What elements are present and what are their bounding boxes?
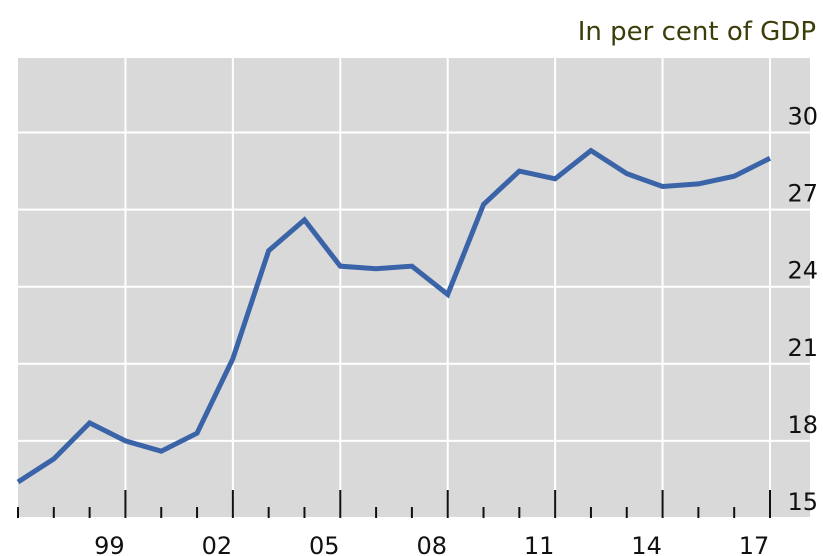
x-tick-label: 17 (739, 532, 770, 556)
y-tick-label: 30 (787, 103, 818, 131)
x-tick-label: 02 (202, 532, 233, 556)
y-tick-label: 15 (787, 488, 818, 516)
y-tick-label: 27 (787, 180, 818, 208)
y-tick-label: 24 (787, 257, 818, 285)
x-tick-label: 08 (416, 532, 447, 556)
x-tick-label: 99 (94, 532, 125, 556)
y-tick-label: 21 (787, 334, 818, 362)
data-line (16, 147, 772, 485)
y-tick-label: 18 (787, 411, 818, 439)
x-tick-label: 14 (631, 532, 662, 556)
chart-title: In per cent of GDP (578, 17, 816, 47)
x-tick-label: 05 (309, 532, 340, 556)
plot-background (18, 58, 810, 518)
x-tick-label: 11 (524, 532, 555, 556)
